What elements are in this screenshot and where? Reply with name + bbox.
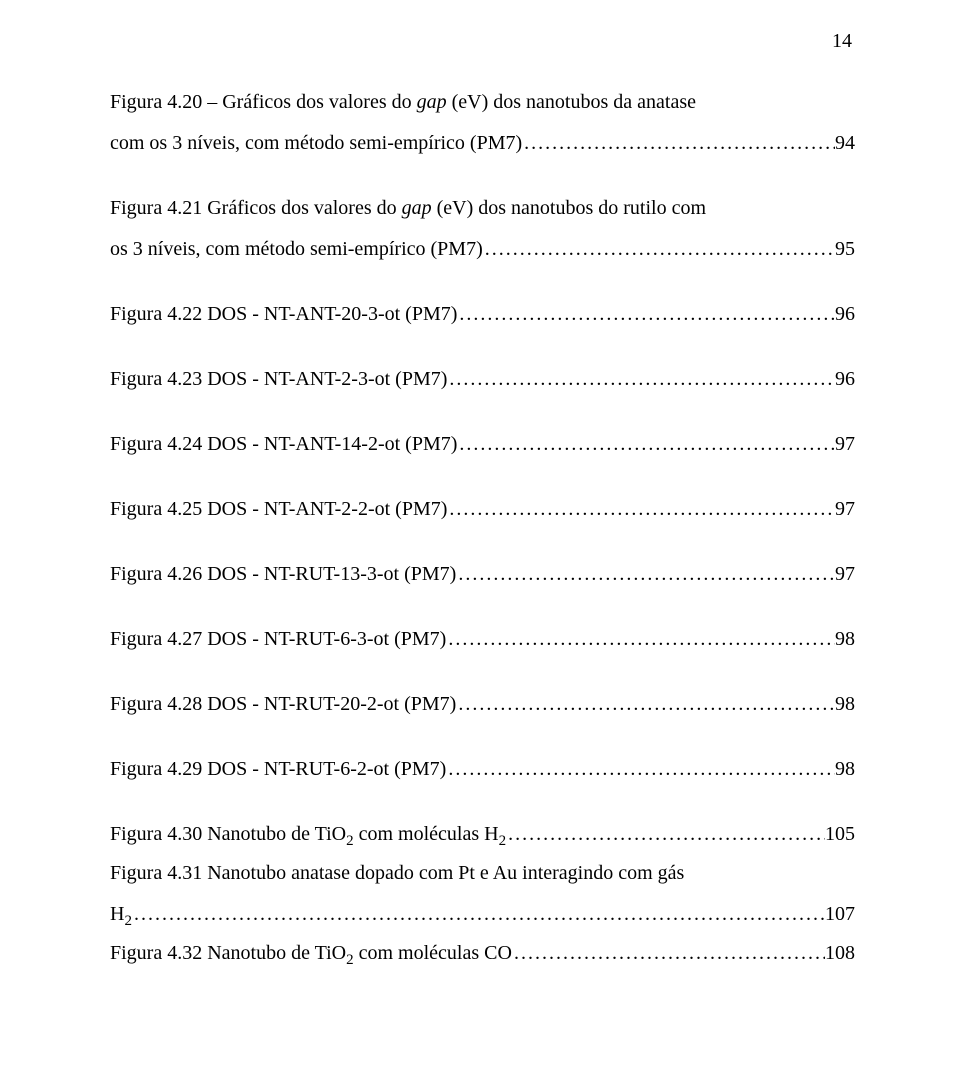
toc-dots: ........................................…: [483, 234, 835, 264]
toc-entry: Figura 4.30 Nanotubo de TiO2 com molécul…: [110, 819, 855, 849]
toc-line2: com os 3 níveis, com método semi-empíric…: [110, 128, 855, 158]
toc-dots: ........................................…: [447, 364, 835, 394]
toc-entry: Figura 4.32 Nanotubo de TiO2 com molécul…: [110, 938, 855, 968]
toc-text: com moléculas H: [354, 823, 499, 845]
toc-content: Figura 4.20 – Gráficos dos valores do ga…: [110, 87, 855, 968]
toc-dots: ........................................…: [522, 128, 835, 158]
toc-entry: Figura 4.25 DOS - NT-ANT-2-2-ot (PM7) ..…: [110, 494, 855, 524]
toc-dots: ........................................…: [512, 938, 825, 968]
toc-text: Figura 4.30 Nanotubo de TiO: [110, 823, 346, 845]
toc-entry: Figura 4.27 DOS - NT-RUT-6-3-ot (PM7) ..…: [110, 624, 855, 654]
toc-text: com moléculas CO: [354, 942, 512, 964]
toc-dots: ........................................…: [457, 429, 835, 459]
subscript: 2: [346, 952, 354, 968]
toc-dots: ........................................…: [132, 899, 825, 929]
toc-page: 108: [825, 938, 855, 968]
toc-dots: ........................................…: [446, 754, 835, 784]
toc-text: (eV) dos nanotubos da anatase: [447, 91, 696, 113]
toc-text: Figura 4.21 Gráficos dos valores do: [110, 197, 402, 219]
toc-label: os 3 níveis, com método semi-empírico (P…: [110, 234, 483, 264]
toc-text: (eV) dos nanotubos do rutilo com: [432, 197, 706, 219]
subscript: 2: [499, 833, 507, 849]
toc-dots: ........................................…: [446, 624, 835, 654]
toc-entry: Figura 4.31 Nanotubo anatase dopado com …: [110, 858, 855, 929]
toc-page: 97: [835, 559, 855, 589]
toc-dots: ........................................…: [456, 559, 835, 589]
toc-page: 98: [835, 689, 855, 719]
subscript: 2: [124, 913, 132, 929]
toc-page: 107: [825, 899, 855, 929]
toc-page: 94: [835, 128, 855, 158]
toc-line2: H2 .....................................…: [110, 899, 855, 929]
toc-dots: ........................................…: [506, 819, 825, 849]
toc-page: 97: [835, 494, 855, 524]
toc-text: H: [110, 903, 124, 925]
toc-page: 95: [835, 234, 855, 264]
toc-label: Figura 4.29 DOS - NT-RUT-6-2-ot (PM7): [110, 754, 446, 784]
toc-entry: Figura 4.24 DOS - NT-ANT-14-2-ot (PM7) .…: [110, 429, 855, 459]
toc-page: 98: [835, 754, 855, 784]
toc-page: 97: [835, 429, 855, 459]
toc-label: Figura 4.30 Nanotubo de TiO2 com molécul…: [110, 819, 506, 849]
toc-dots: ........................................…: [457, 299, 835, 329]
toc-dots: ........................................…: [447, 494, 835, 524]
toc-label: Figura 4.28 DOS - NT-RUT-20-2-ot (PM7): [110, 689, 456, 719]
toc-line1: Figura 4.21 Gráficos dos valores do gap …: [110, 193, 855, 223]
toc-page: 105: [825, 819, 855, 849]
toc-entry: Figura 4.20 – Gráficos dos valores do ga…: [110, 87, 855, 158]
toc-entry: Figura 4.22 DOS - NT-ANT-20-3-ot (PM7) .…: [110, 299, 855, 329]
toc-label: com os 3 níveis, com método semi-empíric…: [110, 128, 522, 158]
toc-text: Figura 4.32 Nanotubo de TiO: [110, 942, 346, 964]
toc-line1: Figura 4.20 – Gráficos dos valores do ga…: [110, 87, 855, 117]
toc-label: Figura 4.24 DOS - NT-ANT-14-2-ot (PM7): [110, 429, 457, 459]
toc-italic: gap: [402, 197, 432, 219]
toc-page: 96: [835, 299, 855, 329]
toc-label: Figura 4.32 Nanotubo de TiO2 com molécul…: [110, 938, 512, 968]
toc-entry: Figura 4.23 DOS - NT-ANT-2-3-ot (PM7) ..…: [110, 364, 855, 394]
toc-label: Figura 4.25 DOS - NT-ANT-2-2-ot (PM7): [110, 494, 447, 524]
toc-page: 96: [835, 364, 855, 394]
toc-italic: gap: [417, 91, 447, 113]
subscript: 2: [346, 833, 354, 849]
toc-entry: Figura 4.28 DOS - NT-RUT-20-2-ot (PM7) .…: [110, 689, 855, 719]
toc-label: Figura 4.26 DOS - NT-RUT-13-3-ot (PM7): [110, 559, 456, 589]
page-number: 14: [832, 30, 852, 53]
toc-dots: ........................................…: [456, 689, 835, 719]
toc-line2: os 3 níveis, com método semi-empírico (P…: [110, 234, 855, 264]
toc-entry: Figura 4.21 Gráficos dos valores do gap …: [110, 193, 855, 264]
toc-text: Figura 4.20 – Gráficos dos valores do: [110, 91, 417, 113]
toc-label: Figura 4.22 DOS - NT-ANT-20-3-ot (PM7): [110, 299, 457, 329]
toc-label: Figura 4.27 DOS - NT-RUT-6-3-ot (PM7): [110, 624, 446, 654]
toc-line1: Figura 4.31 Nanotubo anatase dopado com …: [110, 858, 855, 888]
toc-entry: Figura 4.26 DOS - NT-RUT-13-3-ot (PM7) .…: [110, 559, 855, 589]
toc-page: 98: [835, 624, 855, 654]
toc-entry: Figura 4.29 DOS - NT-RUT-6-2-ot (PM7) ..…: [110, 754, 855, 784]
toc-label: Figura 4.23 DOS - NT-ANT-2-3-ot (PM7): [110, 364, 447, 394]
toc-label: H2: [110, 899, 132, 929]
toc-text: Figura 4.31 Nanotubo anatase dopado com …: [110, 862, 684, 884]
